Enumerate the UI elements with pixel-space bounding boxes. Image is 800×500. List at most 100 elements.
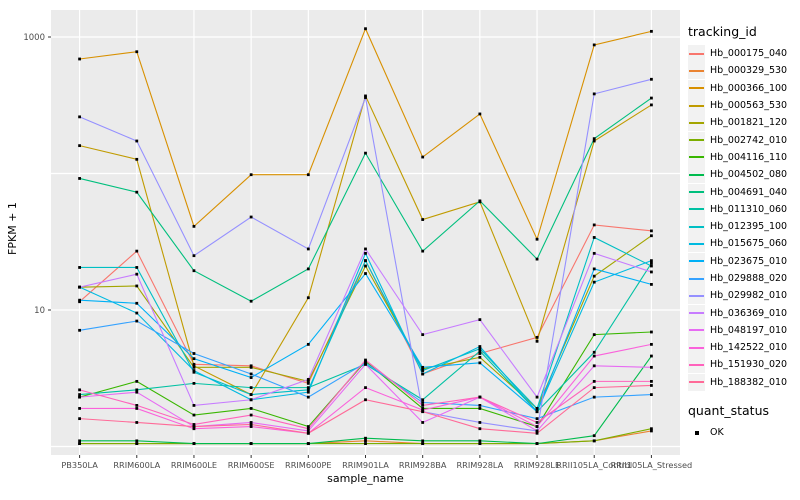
- data-point: [306, 395, 310, 399]
- data-point: [192, 370, 196, 374]
- legend-item-label: Hb_004116_110: [710, 151, 788, 163]
- data-point: [135, 407, 139, 410]
- legend-item-label: Hb_142522_010: [710, 342, 788, 354]
- legend-item-label: Hb_036369_010: [710, 307, 788, 319]
- x-tick-label: RRIM600LE: [171, 460, 217, 470]
- data-point: [192, 357, 196, 361]
- data-point: [78, 439, 81, 443]
- legend-item-label: Hb_000366_100: [710, 82, 788, 94]
- data-point: [364, 259, 367, 263]
- data-point: [364, 361, 367, 365]
- legend-key-line: [689, 346, 704, 349]
- data-point: [650, 330, 653, 334]
- legend-item-label: Hb_002742_010: [710, 134, 788, 146]
- legend-item: Hb_151930_020: [688, 356, 787, 374]
- data-point: [478, 407, 482, 410]
- data-point: [421, 218, 425, 221]
- legend-key: [688, 321, 705, 339]
- x-tick-label: RRIM928LA: [456, 460, 503, 470]
- data-point: [306, 296, 310, 300]
- legend-key: [688, 287, 705, 305]
- data-point: [592, 386, 596, 390]
- data-point: [306, 267, 310, 271]
- data-point: [364, 94, 367, 98]
- legend-item-label: Hb_001821_120: [710, 117, 788, 129]
- data-point: [78, 388, 81, 392]
- data-point: [78, 395, 81, 399]
- data-point: [249, 386, 253, 390]
- data-point: [306, 379, 310, 383]
- legend-item: Hb_002742_010: [688, 131, 788, 149]
- data-point: [592, 139, 596, 143]
- legend-key: [688, 356, 705, 374]
- legend-key: [688, 270, 705, 287]
- data-point: [306, 431, 310, 435]
- data-point: [592, 280, 596, 284]
- data-point: [192, 425, 196, 428]
- data-point: [364, 264, 367, 268]
- status-legend-item: OK: [688, 424, 787, 442]
- data-point: [135, 404, 139, 407]
- data-point: [192, 423, 196, 426]
- data-point: [421, 408, 425, 412]
- data-point: [306, 247, 310, 251]
- legend-key: [688, 148, 705, 166]
- data-point: [421, 155, 425, 159]
- data-point: [135, 379, 139, 383]
- data-point: [478, 395, 482, 399]
- data-point: [249, 393, 253, 397]
- data-point: [592, 364, 596, 368]
- legend-item: Hb_048197_010: [688, 321, 787, 339]
- data-point: [650, 234, 653, 238]
- legend-key-line: [689, 363, 704, 366]
- data-point: [535, 257, 539, 261]
- data-point: [535, 431, 539, 435]
- legend-item: Hb_011310_060: [688, 200, 788, 218]
- data-point: [535, 429, 539, 433]
- data-point: [592, 251, 596, 255]
- legend-key-line: [689, 87, 704, 90]
- data-point: [478, 318, 482, 322]
- legend-key-line: [689, 312, 704, 315]
- data-point: [249, 173, 253, 177]
- data-point: [421, 407, 425, 410]
- data-point: [78, 393, 81, 397]
- x-tick-label: RRIM928LE: [514, 460, 560, 470]
- legend-key-line: [689, 208, 704, 211]
- data-point: [650, 261, 653, 265]
- data-point: [78, 328, 81, 332]
- data-point: [78, 442, 81, 446]
- legend-key-line: [689, 139, 704, 142]
- legend-key-line: [689, 329, 704, 332]
- data-point: [592, 274, 596, 278]
- data-point: [478, 112, 482, 116]
- data-point: [306, 442, 310, 446]
- data-point: [306, 427, 310, 431]
- data-point: [78, 57, 81, 61]
- data-point: [306, 388, 310, 392]
- data-point: [478, 404, 482, 407]
- data-point: [364, 272, 367, 275]
- legend-key-line: [689, 381, 704, 384]
- legend-item-label: Hb_011310_060: [710, 203, 788, 215]
- data-point: [478, 439, 482, 443]
- data-point: [249, 407, 253, 410]
- data-point: [364, 251, 367, 255]
- data-point: [306, 378, 310, 381]
- data-point: [249, 372, 253, 376]
- legend-key: [688, 131, 705, 149]
- data-point: [192, 254, 196, 258]
- y-axis-title: FPKM + 1: [6, 202, 19, 255]
- data-point: [592, 236, 596, 239]
- data-point: [650, 429, 653, 433]
- legend-key-line: [689, 156, 704, 159]
- data-point: [306, 381, 310, 385]
- x-axis-title: sample_name: [327, 472, 404, 485]
- data-point: [421, 372, 425, 376]
- data-point: [78, 266, 81, 269]
- data-point: [364, 362, 367, 366]
- legend-title: tracking_id: [688, 24, 757, 39]
- data-point: [78, 115, 81, 119]
